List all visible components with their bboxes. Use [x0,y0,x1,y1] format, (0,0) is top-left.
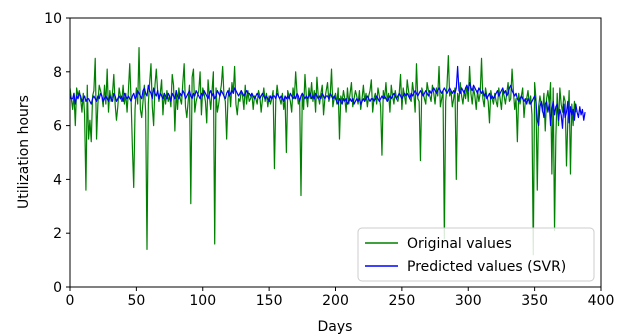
x-tick-label: 300 [455,293,482,309]
y-axis-title: Utilization hours [16,95,32,209]
y-tick-label: 8 [53,65,62,81]
legend-label-original: Original values [407,236,512,252]
x-tick-label: 0 [66,293,75,309]
x-tick-label: 400 [588,293,615,309]
series-line-1 [70,65,586,129]
legend-label-predicted: Predicted values (SVR) [407,259,566,275]
x-tick-label: 50 [127,293,145,309]
legend-box [357,227,595,282]
x-tick-label: 250 [389,293,416,309]
series-layer [70,46,586,256]
series-line-0 [70,46,577,256]
x-axis: 0 50 100 150 200 250 300 350 400 [66,287,615,309]
y-tick-label: 6 [53,119,62,135]
y-tick-label: 4 [53,172,62,188]
x-tick-label: 100 [189,293,216,309]
y-tick-label: 2 [53,226,62,242]
x-tick-label: 150 [256,293,283,309]
x-tick-label: 200 [322,293,349,309]
y-tick-label: 10 [44,11,62,27]
x-tick-label: 350 [521,293,548,309]
legend: Original values Predicted values (SVR) [357,227,595,282]
x-axis-title: Days [318,319,353,335]
y-axis: 0 2 4 6 8 10 [44,11,70,296]
y-tick-label: 0 [53,280,62,296]
